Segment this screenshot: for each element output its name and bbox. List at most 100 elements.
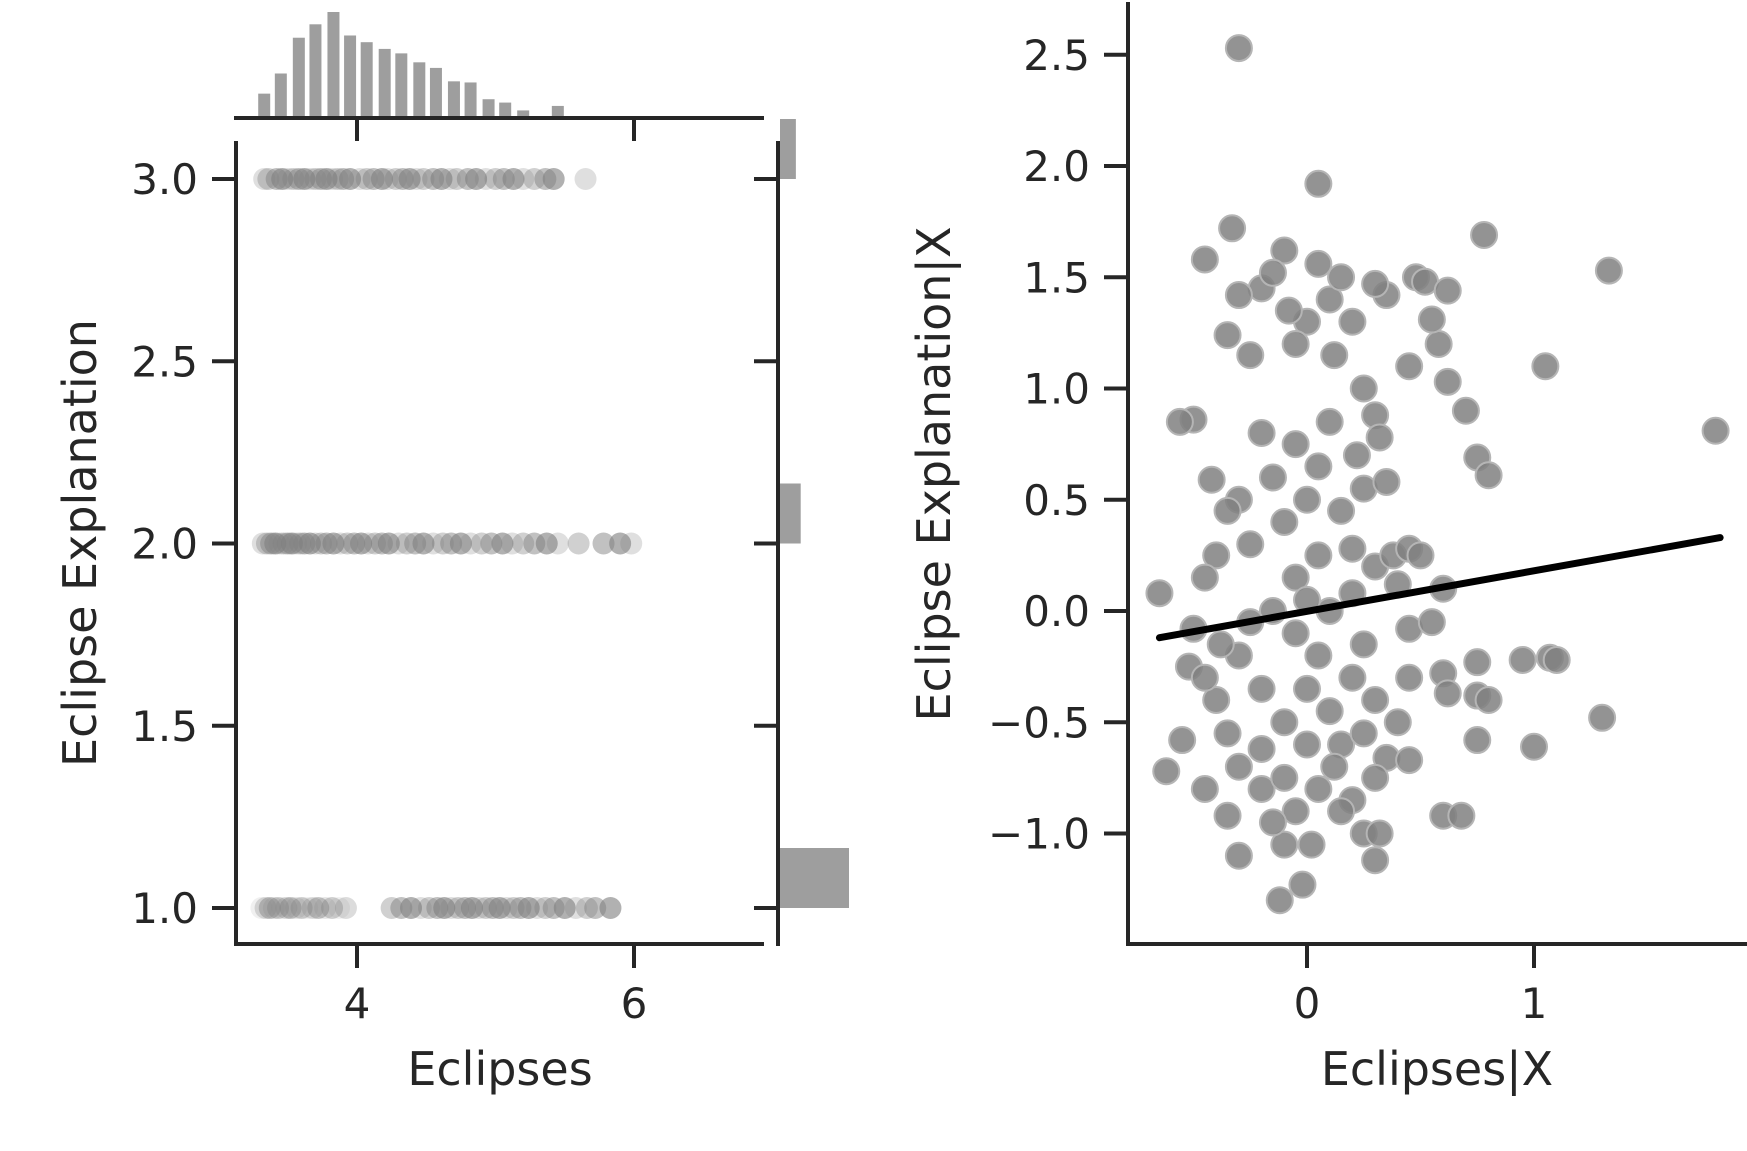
top-histogram-bar — [517, 110, 530, 116]
joint-scatter-point — [495, 897, 518, 919]
joint-scatter-point — [280, 532, 303, 555]
partial-regression-point — [1236, 341, 1265, 370]
joint-scatter-point — [574, 168, 597, 190]
partial-regression-point — [1206, 630, 1235, 659]
partial-regression-point — [1701, 416, 1730, 445]
top-histogram-bar — [360, 42, 373, 116]
top-histogram-bar — [274, 73, 287, 116]
joint-scatter-point — [567, 532, 590, 555]
partial-regression-point — [1365, 423, 1394, 452]
joint-scatter-point — [370, 168, 393, 190]
partial-regression-point — [1315, 407, 1344, 436]
joint-y-tick-label: 1.0 — [131, 884, 198, 933]
partial-regression-point — [1190, 245, 1219, 274]
partial-regression-point — [1508, 645, 1537, 674]
partial-regression-point — [1213, 801, 1242, 830]
partial-regression-point — [1315, 285, 1344, 314]
joint-scatter-point — [467, 897, 490, 919]
joint-scatter-point — [304, 532, 327, 555]
partial-regression-point — [1281, 430, 1310, 459]
regression-x-tick-label: 1 — [1521, 979, 1548, 1028]
partial-regression-point — [1349, 630, 1378, 659]
partial-regression-point — [1349, 374, 1378, 403]
top-histogram-bar — [429, 67, 442, 116]
partial-regression-point — [1315, 697, 1344, 726]
partial-regression-point — [1304, 452, 1333, 481]
joint-scatter-point — [250, 897, 273, 919]
top-histogram-bar — [258, 93, 271, 116]
joint-scatter-point — [609, 532, 632, 555]
joint-scatter-point — [339, 168, 362, 190]
joint-scatter-point — [459, 532, 482, 555]
partial-regression-point — [1417, 305, 1446, 334]
partial-regression-point — [1270, 830, 1299, 859]
partial-regression-point — [1270, 763, 1299, 792]
joint-y-tick-label: 1.5 — [131, 702, 198, 751]
joint-scatter-point — [350, 532, 373, 555]
partial-regression-point — [1270, 236, 1299, 265]
top-histogram-bar — [292, 37, 305, 116]
joint-scatter-point — [526, 897, 549, 919]
partial-regression-point — [1320, 341, 1349, 370]
partial-regression-point — [1365, 819, 1394, 848]
joint-y-tick-label: 2.5 — [131, 337, 198, 386]
joint-scatter-point — [376, 168, 399, 190]
right-histogram-bar — [780, 848, 849, 908]
joint-scatter-point — [542, 168, 565, 190]
partial-regression-point — [1395, 352, 1424, 381]
joint-scatter-point — [440, 897, 463, 919]
joint-scatter-point — [445, 168, 468, 190]
joint-y-tick-label: 2.0 — [131, 520, 198, 569]
partial-regression-point — [1168, 726, 1197, 755]
joint-scatter-point — [433, 897, 456, 919]
joint-scatter-point — [301, 897, 324, 919]
partial-regression-point — [1320, 752, 1349, 781]
regression-y-tick-label: −0.5 — [988, 698, 1090, 747]
top-histogram-bar — [464, 82, 477, 116]
partial-regression-point — [1281, 619, 1310, 648]
partial-regression-point — [1520, 732, 1548, 761]
partial-regression-point — [1297, 830, 1326, 859]
joint-scatter-point — [290, 897, 313, 919]
top-histogram-bar — [447, 81, 460, 116]
joint-scatter-point — [348, 168, 371, 190]
top-histogram-bar — [499, 102, 512, 116]
top-histogram-bar — [395, 53, 408, 116]
joint-scatter-point — [264, 532, 287, 555]
partial-regression-point — [1327, 263, 1356, 292]
joint-scatter-point — [307, 897, 330, 919]
partial-regression-point — [1293, 674, 1321, 703]
joint-scatter-point — [405, 168, 428, 190]
top-histogram-bar — [378, 48, 391, 116]
top-histogram-bar — [309, 24, 322, 117]
partial-regression-point — [1293, 485, 1321, 514]
partial-regression-point — [1338, 663, 1367, 692]
joint-scatter-point — [412, 168, 435, 190]
partial-regression-point — [1372, 467, 1401, 496]
partial-regression-points — [1145, 34, 1730, 915]
partial-regression-point — [1270, 708, 1299, 737]
partial-regression-point — [1213, 719, 1242, 748]
joint-scatter-point — [422, 532, 445, 555]
regression-x-axis-label: Eclipses|X — [1321, 1042, 1553, 1097]
joint-scatter-point — [523, 168, 546, 190]
partial-regression-point — [1304, 775, 1333, 803]
partial-regression-point — [1190, 563, 1219, 592]
regression-y-tick-label: 2.5 — [1023, 31, 1090, 80]
partial-regression-point — [1406, 541, 1435, 570]
joint-scatter-point — [502, 897, 525, 919]
joint-scatter-point — [534, 897, 557, 919]
partial-regression-point — [1433, 276, 1462, 305]
partial-regression-point — [1531, 352, 1560, 381]
partial-regression-point — [1213, 321, 1242, 350]
partial-regression-point — [1594, 256, 1623, 285]
regression-y-tick-label: 0.0 — [1023, 587, 1090, 636]
joint-scatter-point — [285, 897, 308, 919]
joint-scatter-point — [474, 168, 497, 190]
partial-regression-point — [1395, 663, 1424, 692]
partial-regression-point — [1361, 846, 1390, 875]
joint-scatter-point — [298, 168, 321, 190]
partial-regression-point — [1433, 367, 1462, 396]
joint-scatter-point — [253, 168, 276, 190]
